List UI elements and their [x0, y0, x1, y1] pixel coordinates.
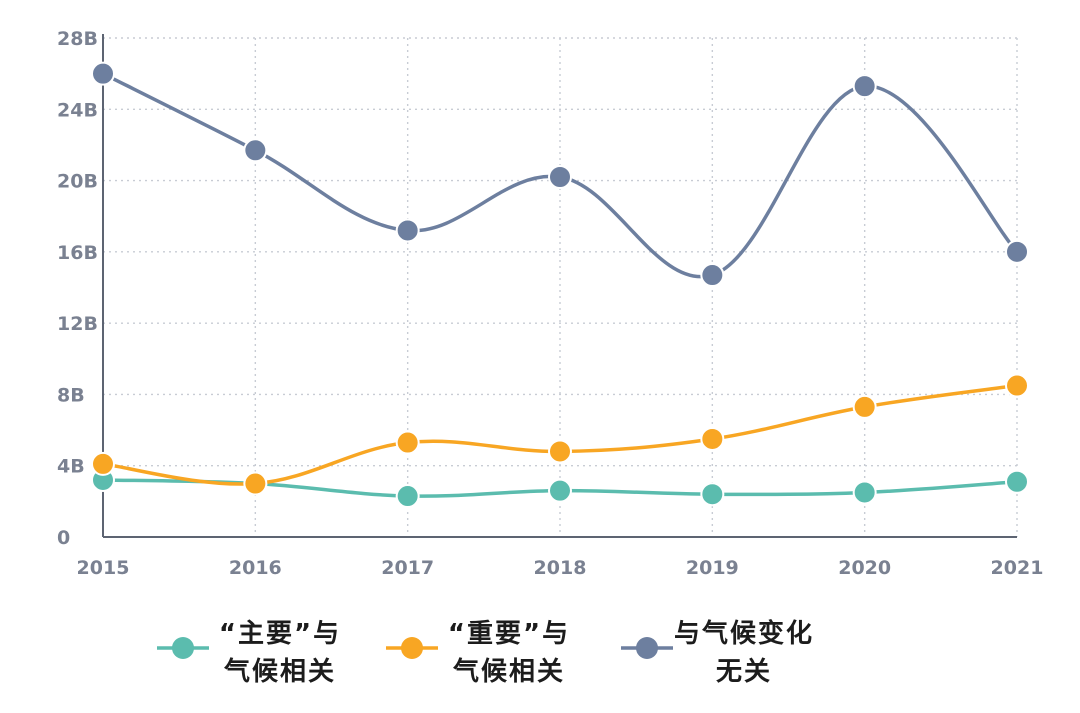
- x-tick-label: 2017: [381, 557, 434, 579]
- data-point[interactable]: [548, 478, 572, 503]
- y-tick-label: 8B: [57, 384, 85, 406]
- y-tick-label: 12B: [57, 313, 98, 335]
- legend-label: “重要”与: [448, 619, 570, 649]
- data-point[interactable]: [700, 482, 725, 507]
- data-point[interactable]: [700, 426, 725, 451]
- x-tick-label: 2020: [838, 557, 891, 579]
- x-tick-label: 2018: [534, 557, 587, 579]
- data-point[interactable]: [700, 263, 725, 288]
- data-point[interactable]: [395, 484, 420, 509]
- x-tick-label: 2019: [686, 557, 739, 579]
- data-point[interactable]: [395, 430, 420, 455]
- data-point[interactable]: [91, 61, 115, 86]
- y-tick-label: 4B: [57, 456, 85, 478]
- legend-marker: [172, 637, 194, 659]
- y-tick-label: 24B: [57, 99, 98, 121]
- series-1: [91, 467, 1029, 509]
- legend-label: 气候相关: [223, 656, 336, 687]
- series-2: [91, 373, 1029, 496]
- data-point[interactable]: [852, 74, 877, 99]
- data-point[interactable]: [395, 218, 420, 243]
- x-tick-label: 2015: [77, 557, 130, 579]
- data-point[interactable]: [548, 165, 572, 190]
- data-point[interactable]: [852, 394, 877, 419]
- legend-label: 与气候变化: [674, 618, 814, 649]
- legend-marker: [401, 637, 423, 659]
- y-tick-label: 20B: [57, 171, 98, 193]
- series-layer: [91, 61, 1029, 509]
- data-point[interactable]: [1005, 373, 1029, 398]
- data-point[interactable]: [1005, 469, 1029, 494]
- y-tick-label: 0: [57, 527, 70, 549]
- series-3: [91, 61, 1029, 288]
- data-point[interactable]: [243, 471, 268, 496]
- y-tick-label: 28B: [57, 28, 98, 50]
- legend-marker: [636, 637, 658, 659]
- x-tick-label: 2021: [991, 557, 1044, 579]
- x-tick-label: 2016: [229, 557, 282, 579]
- legend-label: 气候相关: [452, 656, 565, 687]
- data-point[interactable]: [548, 439, 572, 464]
- data-point[interactable]: [852, 480, 877, 505]
- y-tick-label: 16B: [57, 242, 98, 264]
- data-point[interactable]: [1005, 239, 1029, 264]
- data-point[interactable]: [91, 451, 115, 476]
- data-point[interactable]: [243, 138, 268, 163]
- legend-label: “主要”与: [219, 619, 341, 649]
- legend-label: 无关: [716, 657, 772, 687]
